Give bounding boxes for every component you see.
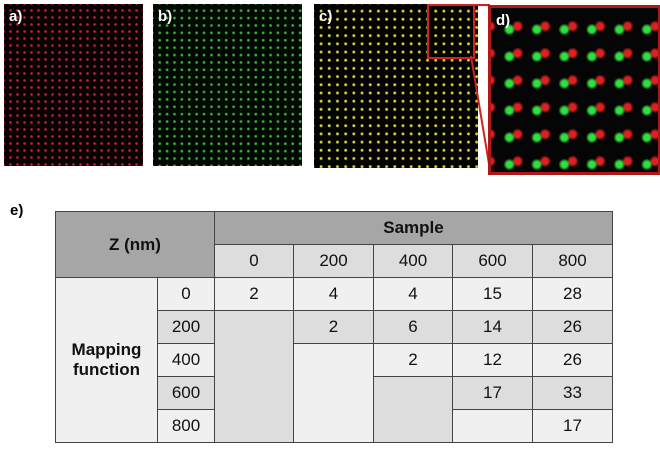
sample-col: 0 [214, 244, 294, 278]
z-label: 0 [157, 277, 215, 311]
cell: 33 [532, 376, 613, 410]
cell: 14 [452, 310, 533, 344]
z-label: 400 [157, 343, 215, 377]
cell: 26 [532, 310, 613, 344]
zoom-region-box [427, 4, 475, 59]
panel-c-overlay: c) [314, 4, 478, 168]
cell: 2 [214, 277, 294, 311]
z-label: 600 [157, 376, 215, 410]
corner-header: Z (nm) [55, 211, 215, 278]
cell: 17 [452, 376, 533, 410]
empty-cell [452, 409, 533, 443]
cell: 4 [373, 277, 453, 311]
sample-header: Sample [214, 211, 613, 245]
cell: 26 [532, 343, 613, 377]
empty-cell [373, 376, 453, 443]
empty-cell [214, 310, 294, 443]
zoom-connector-lines [470, 4, 491, 171]
panel-d-zoomed-overlay: d) [488, 5, 660, 175]
panel-label: d) [496, 12, 511, 29]
cell: 28 [532, 277, 613, 311]
sample-col: 400 [373, 244, 453, 278]
panel-a-red-channel: a) [4, 4, 143, 166]
panel-label-e: e) [10, 202, 24, 219]
panel-label: a) [9, 8, 23, 25]
cell: 4 [293, 277, 374, 311]
sample-col: 800 [532, 244, 613, 278]
cell: 17 [532, 409, 613, 443]
cell: 6 [373, 310, 453, 344]
error-table: Z (nm) Sample 0 200 400 600 800 Mapping … [55, 211, 613, 443]
cell: 12 [452, 343, 533, 377]
panel-label: b) [158, 8, 173, 25]
empty-cell [293, 343, 374, 443]
z-label: 800 [157, 409, 215, 443]
panel-b-green-channel: b) [153, 4, 302, 166]
sample-col: 600 [452, 244, 533, 278]
z-label: 200 [157, 310, 215, 344]
row-group-label: Mapping function [55, 277, 158, 443]
cell: 2 [373, 343, 453, 377]
cell: 2 [293, 310, 374, 344]
panel-label: c) [319, 8, 333, 25]
cell: 15 [452, 277, 533, 311]
sample-col: 200 [293, 244, 374, 278]
